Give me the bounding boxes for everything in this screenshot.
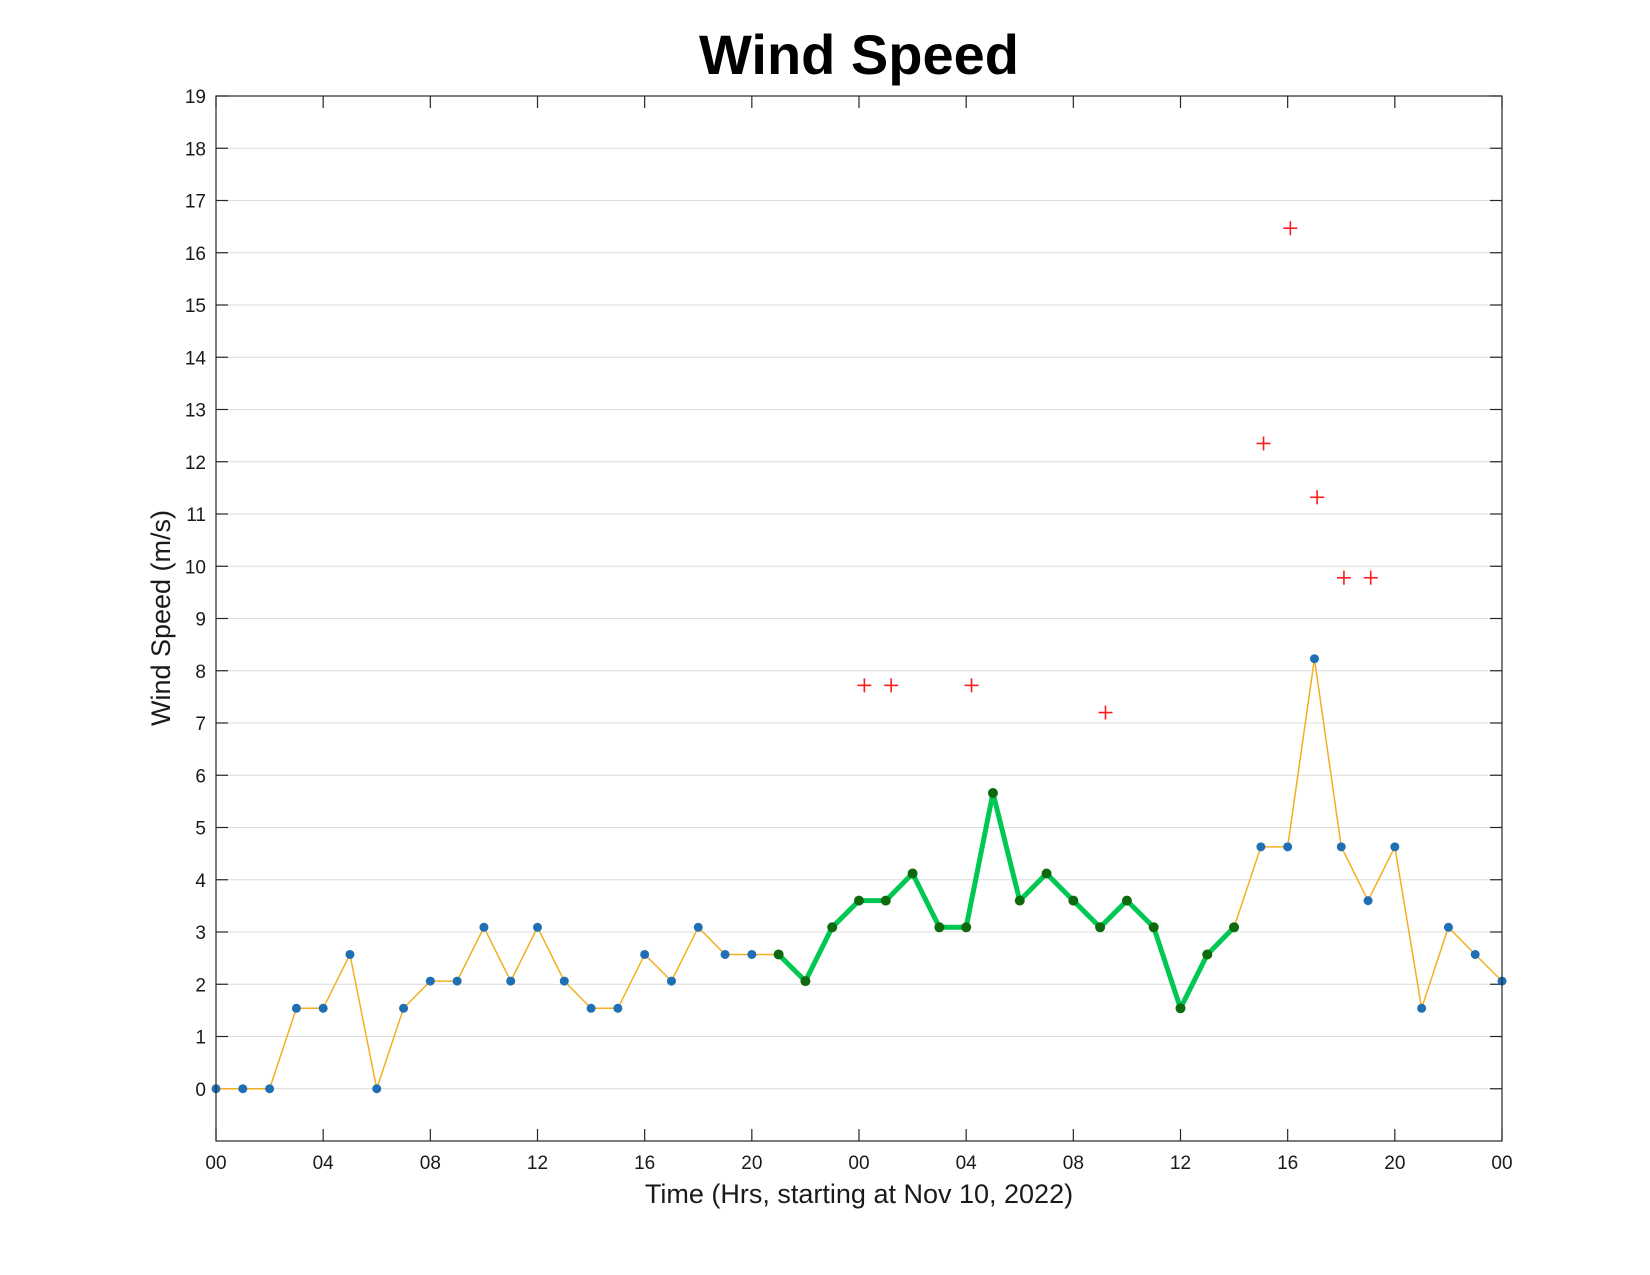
highlight-data-point: [1041, 868, 1052, 879]
highlight-data-point: [1068, 895, 1079, 906]
highlight-data-point: [1014, 895, 1025, 906]
plot-frame: [215, 95, 1503, 1142]
y-tick-label: 12: [185, 453, 206, 474]
x-tick-label: 08: [1063, 1153, 1084, 1174]
hourly-data-point: [693, 922, 703, 932]
hourly-data-point: [479, 922, 489, 932]
highlight-data-point: [1202, 949, 1213, 960]
y-tick-label: 6: [195, 766, 206, 787]
y-tick-label: 3: [195, 923, 206, 944]
x-axis-title: Time (Hrs, starting at Nov 10, 2022): [645, 1179, 1073, 1209]
y-tick-label: 18: [185, 139, 206, 160]
hourly-data-point: [720, 949, 730, 959]
y-tick-label: 17: [185, 192, 206, 213]
grid-layer: [216, 95, 1502, 1090]
hourly-data-point: [1363, 896, 1373, 906]
hourly-data-point: [291, 1003, 301, 1013]
x-tick-label: 12: [527, 1153, 548, 1174]
y-tick-label: 5: [195, 819, 206, 840]
y-tick-label: 15: [185, 296, 206, 317]
gust-plus-marker: [1098, 705, 1113, 720]
hourly-data-point: [613, 1003, 623, 1013]
hourly-data-point: [1336, 842, 1346, 852]
hourly-data-point: [586, 1003, 596, 1013]
highlight-data-point: [907, 868, 918, 879]
x-tick-label: 08: [420, 1153, 441, 1174]
y-tick-label: 1: [195, 1028, 206, 1049]
hourly-data-point: [318, 1003, 328, 1013]
x-tick-label: 00: [1491, 1153, 1512, 1174]
x-tick-label: 20: [1384, 1153, 1405, 1174]
y-tick-label: 19: [185, 87, 206, 108]
series-layer: [211, 221, 1507, 1094]
x-tick-label: 16: [1277, 1153, 1298, 1174]
hourly-data-point: [452, 976, 462, 986]
x-tick-label: 00: [848, 1153, 869, 1174]
gust-plus-marker: [857, 678, 872, 693]
y-tick-label: 4: [195, 871, 206, 892]
x-tick-label: 04: [313, 1153, 335, 1174]
gust-plus-marker: [1283, 221, 1298, 236]
y-tick-label: 9: [195, 610, 206, 631]
x-tick-label: 16: [634, 1153, 655, 1174]
highlight-data-point: [1148, 922, 1159, 933]
y-axis-title: Wind Speed (m/s): [146, 510, 176, 726]
highlight-data-point: [880, 895, 891, 906]
y-tick-label: 10: [185, 557, 206, 578]
highlight-data-point: [961, 922, 972, 933]
y-tick-label: 2: [195, 975, 206, 996]
hourly-data-point: [1256, 842, 1266, 852]
highlight-series-line: [776, 790, 1237, 1011]
x-tick-label: 20: [741, 1153, 762, 1174]
hourly-data-point: [559, 976, 569, 986]
hourly-data-point: [1443, 922, 1453, 932]
gust-plus-marker: [1336, 570, 1351, 585]
highlight-data-point: [800, 976, 811, 987]
y-tick-label: 7: [195, 714, 206, 735]
y-tick-label: 16: [185, 244, 206, 265]
hourly-data-point: [399, 1003, 409, 1013]
y-tick-label: 14: [185, 348, 207, 369]
hourly-data-point: [425, 976, 435, 986]
gust-plus-marker: [1310, 490, 1325, 505]
chart-title: Wind Speed: [699, 23, 1019, 86]
highlight-data-point: [854, 895, 864, 906]
hourly-data-point: [1283, 842, 1293, 852]
x-tick-label: 04: [956, 1153, 978, 1174]
highlight-data-point: [1095, 922, 1106, 933]
highlight-data-point: [934, 922, 945, 933]
hourly-data-point: [640, 949, 650, 959]
hourly-data-point: [372, 1084, 382, 1094]
hourly-data-point: [666, 976, 676, 986]
hourly-data-point: [345, 949, 355, 959]
x-tick-label: 12: [1170, 1153, 1191, 1174]
y-tick-label: 13: [185, 401, 206, 422]
highlight-data-point: [1175, 1003, 1186, 1014]
y-tick-label: 11: [186, 505, 206, 526]
highlight-data-point: [1121, 895, 1132, 906]
gust-plus-marker: [1256, 436, 1271, 451]
y-tick-label: 0: [195, 1080, 206, 1101]
highlight-data-point: [1229, 922, 1240, 933]
gust-plus-marker: [964, 678, 979, 693]
hourly-data-point: [533, 922, 542, 932]
hourly-data-point: [1417, 1003, 1427, 1013]
highlight-data-point: [827, 922, 838, 933]
hourly-data-point: [265, 1084, 275, 1094]
gust-plus-marker: [884, 678, 899, 693]
hourly-data-point: [506, 976, 516, 986]
y-tick-label: 8: [195, 662, 206, 683]
hourly-data-point: [747, 949, 757, 959]
hourly-data-point: [238, 1084, 248, 1094]
x-tick-label: 00: [205, 1153, 226, 1174]
hourly-data-point: [1470, 949, 1480, 959]
highlight-data-point: [773, 949, 784, 960]
gust-plus-marker: [1363, 570, 1378, 585]
highlight-data-point: [987, 788, 998, 799]
hourly-data-point: [1390, 842, 1400, 852]
hourly-data-point: [1309, 654, 1319, 664]
